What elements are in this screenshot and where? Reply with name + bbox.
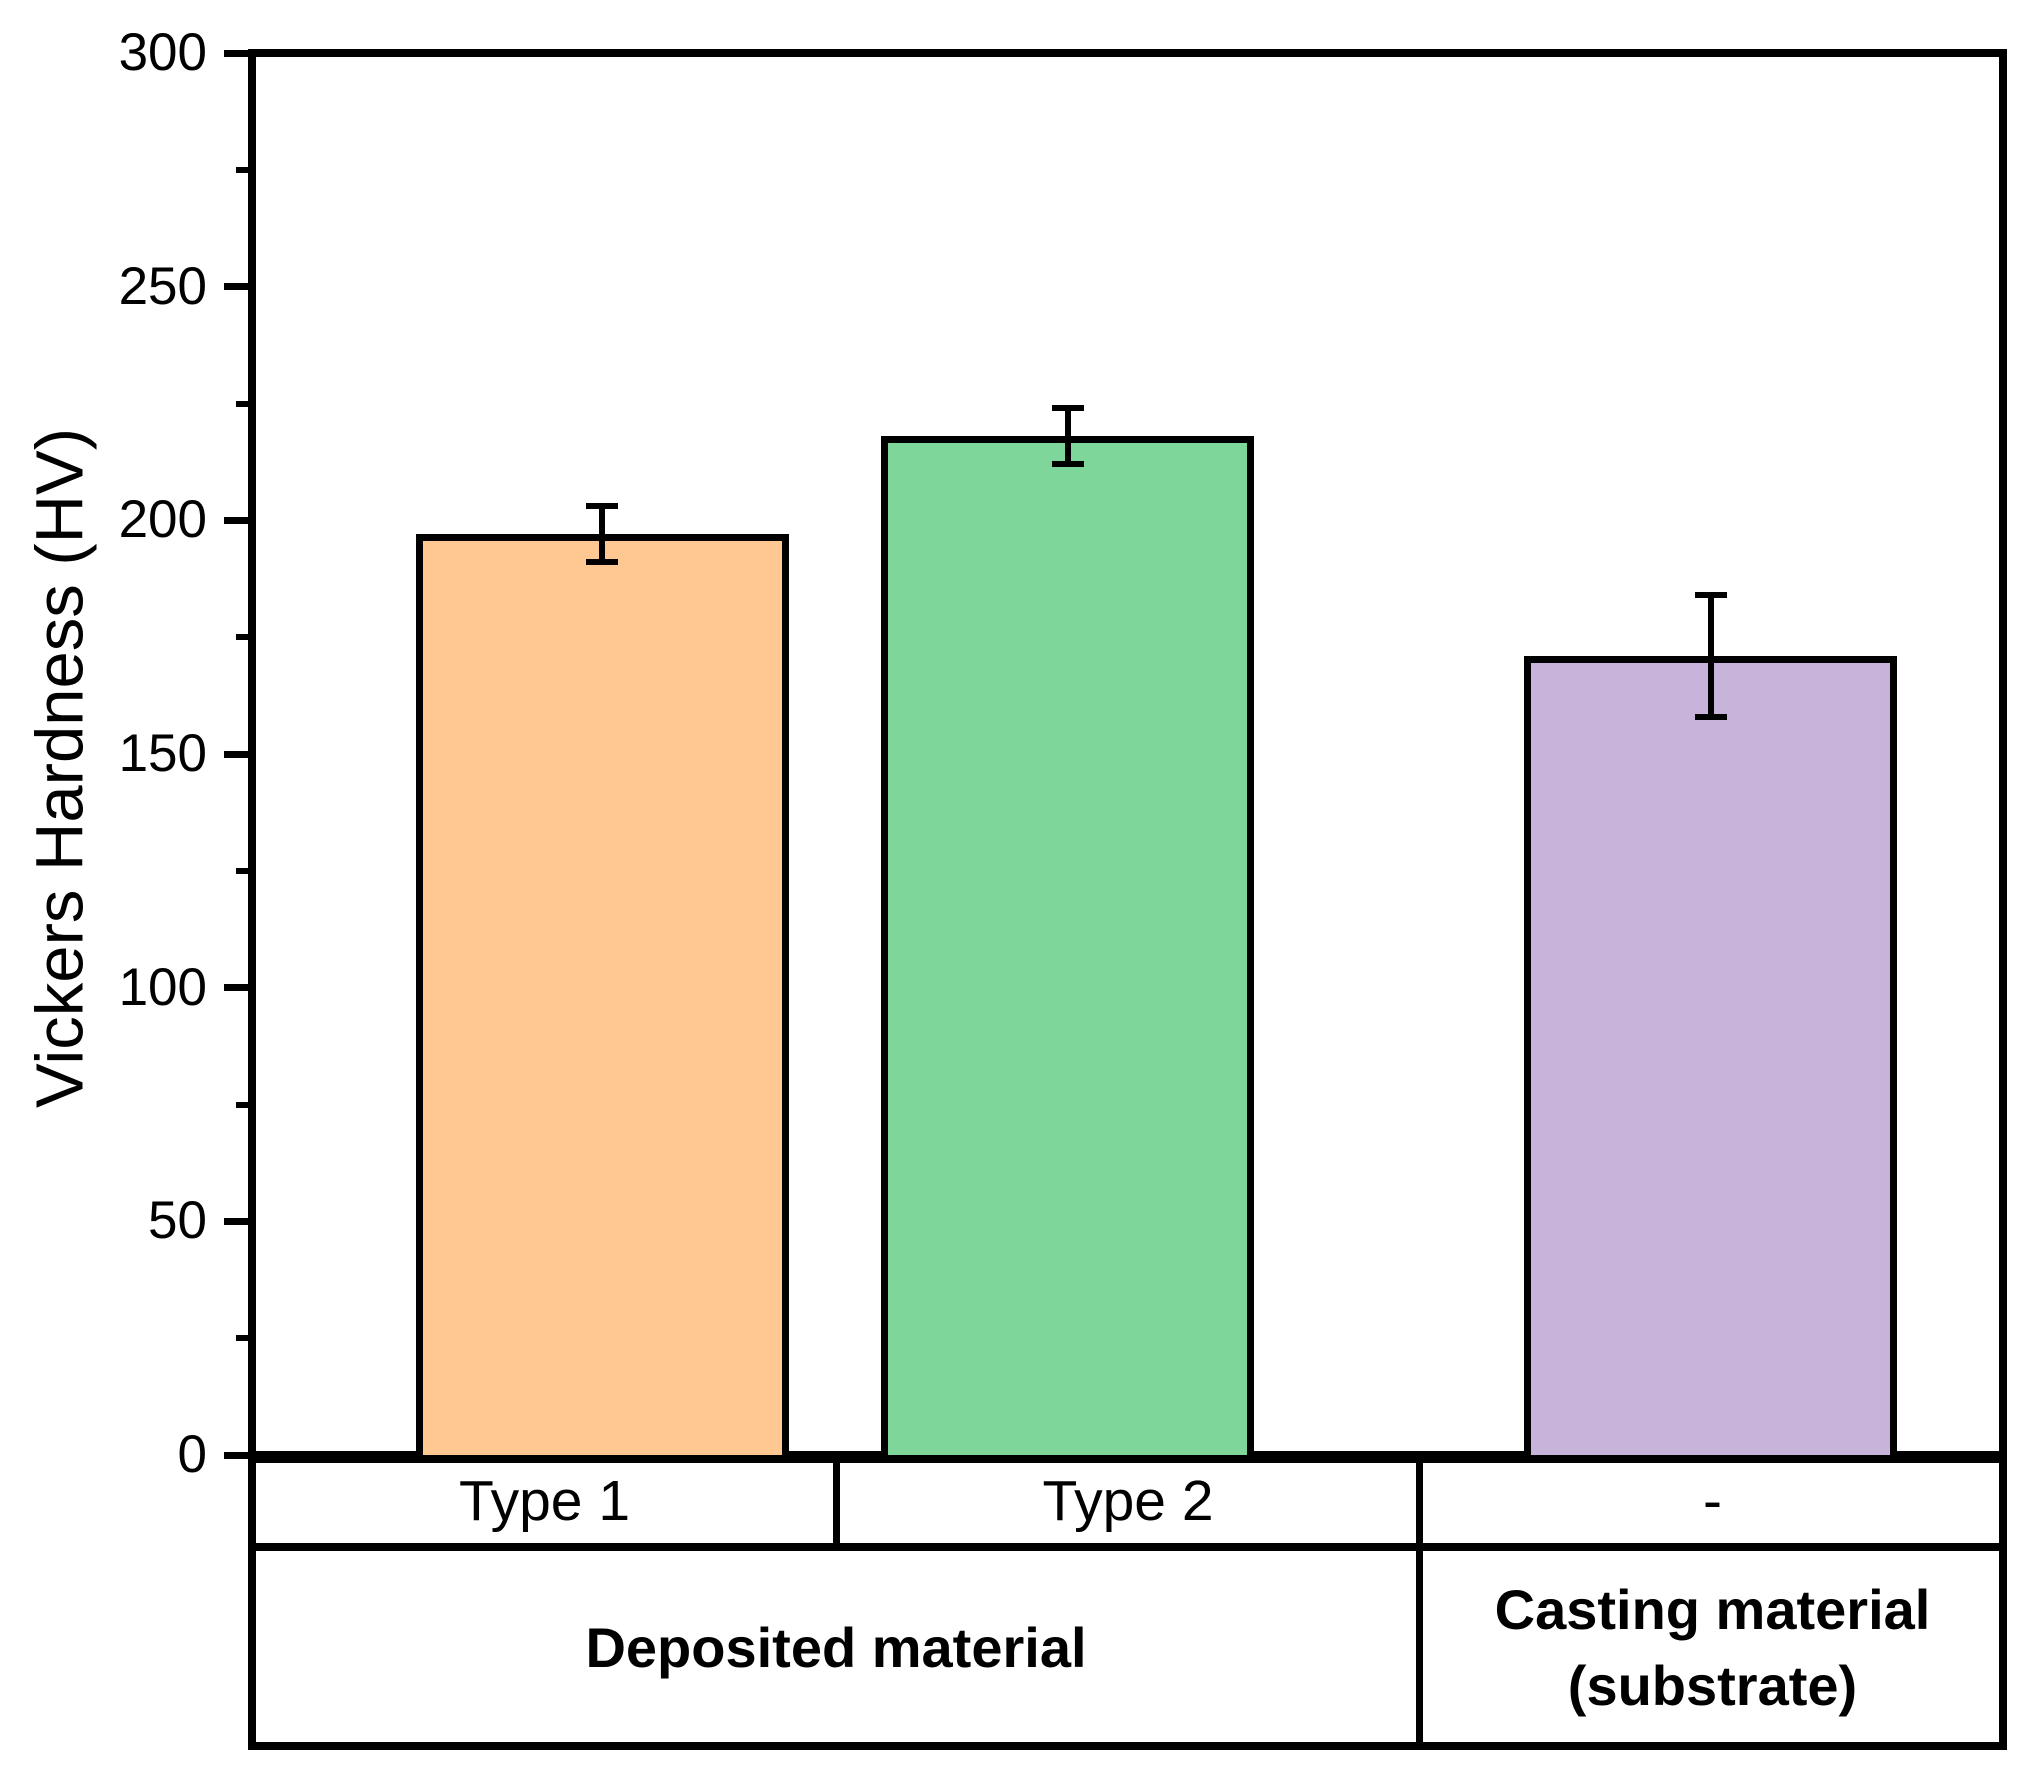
- y-axis-major-tick: [224, 1452, 252, 1459]
- y-axis-major-tick: [224, 517, 252, 524]
- error-bar-cap-bottom: [586, 559, 618, 565]
- group-label-line: Deposited material: [585, 1615, 1087, 1679]
- bar-type-2: [881, 436, 1254, 1455]
- error-bar-cap-bottom: [1052, 461, 1084, 467]
- error-bar-stem: [1065, 408, 1071, 464]
- group-cell-deposited-material: Deposited material: [256, 1555, 1416, 1740]
- group-cell-casting-material: Casting material (substrate): [1423, 1555, 2002, 1740]
- error-bar-stem: [1708, 595, 1714, 717]
- y-axis-minor-tick: [236, 868, 252, 874]
- group-label-line: Casting material: [1494, 1577, 1931, 1641]
- y-tick-label: 300: [118, 23, 207, 82]
- y-tick-label: 100: [118, 958, 207, 1017]
- error-bar-cap-top: [1695, 592, 1727, 598]
- y-axis-major-tick: [224, 50, 252, 57]
- y-axis-minor-tick: [236, 1335, 252, 1341]
- category-cell-dash: -: [1703, 1469, 1722, 1533]
- y-tick-label: 200: [118, 490, 207, 549]
- y-axis-minor-tick: [236, 634, 252, 640]
- y-axis-minor-tick: [236, 401, 252, 407]
- y-axis-major-tick: [224, 283, 252, 290]
- error-bar-stem: [599, 506, 605, 562]
- y-axis-minor-tick: [236, 1102, 252, 1108]
- category-cell-type-2: Type 2: [1042, 1469, 1214, 1533]
- y-tick-label: 150: [118, 724, 207, 783]
- y-axis-major-tick: [224, 751, 252, 758]
- bar-casting: [1524, 656, 1897, 1455]
- bar-type-1: [416, 534, 789, 1455]
- y-axis-major-tick: [224, 1218, 252, 1225]
- error-bar-cap-bottom: [1695, 714, 1727, 720]
- category-table-row-divider: [248, 1543, 2007, 1551]
- group-label-line: (substrate): [1567, 1653, 1858, 1717]
- error-bar-cap-top: [1052, 405, 1084, 411]
- y-tick-label: 50: [148, 1191, 207, 1250]
- y-tick-label: 0: [177, 1425, 207, 1484]
- y-axis-minor-tick: [236, 167, 252, 173]
- y-tick-label: 250: [118, 257, 207, 316]
- category-table-column-divider-1: [833, 1455, 840, 1551]
- category-table-frame: [248, 1455, 2007, 1750]
- category-cell-type-1: Type 1: [458, 1469, 631, 1533]
- error-bar-cap-top: [586, 503, 618, 509]
- category-table-column-divider-2: [1416, 1455, 1423, 1750]
- y-axis-major-tick: [224, 984, 252, 991]
